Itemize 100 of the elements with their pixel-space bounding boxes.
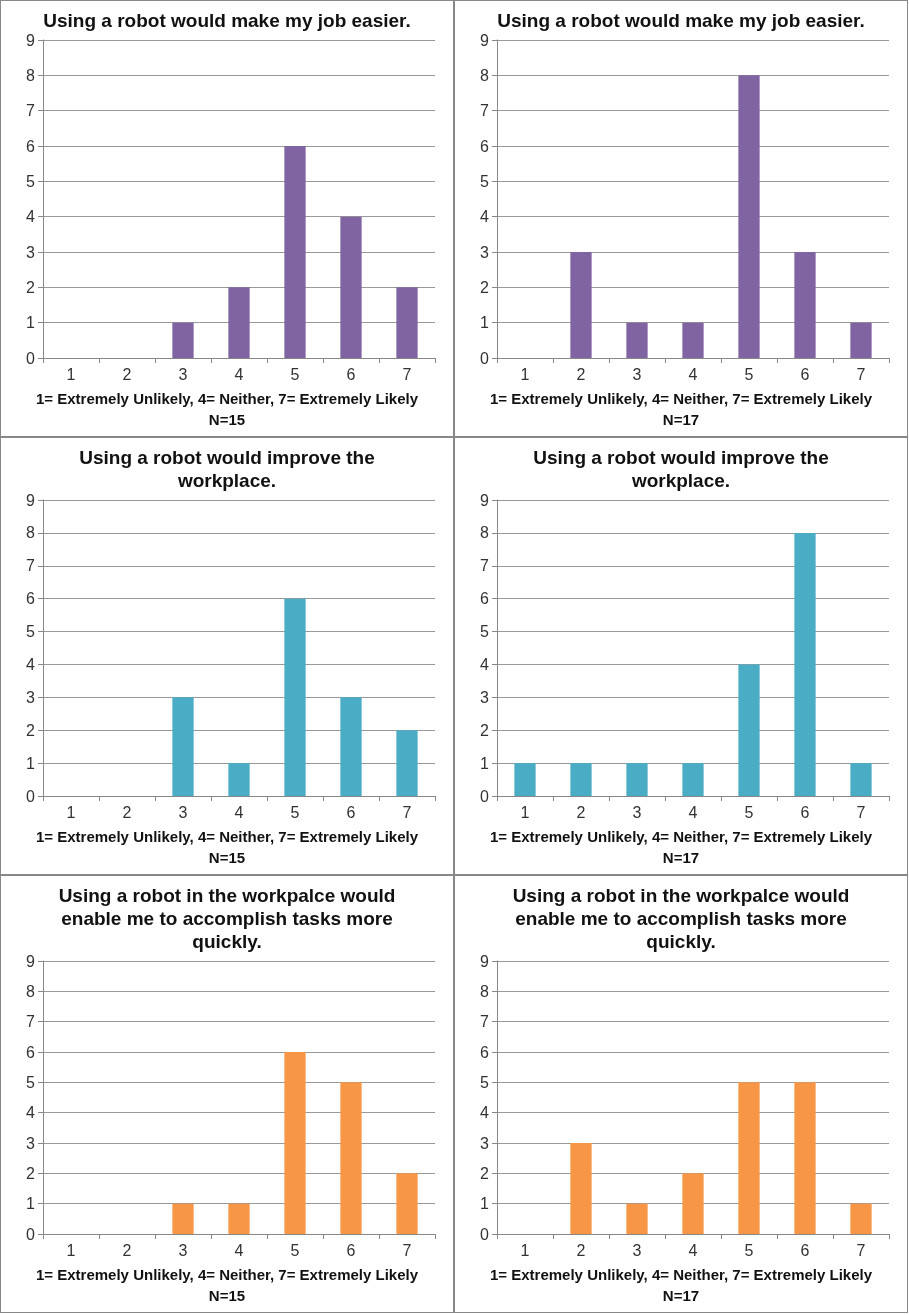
x-tick-label: 5 — [744, 1241, 754, 1259]
y-tick-label: 5 — [480, 172, 490, 190]
y-tick-label: 2 — [480, 278, 490, 296]
y-tick-label: 7 — [480, 1013, 490, 1031]
chart-title: Using a robot would improve the workplace. — [78, 446, 376, 492]
text: N=17 — [661, 1286, 701, 1306]
x-tick-label: 3 — [632, 365, 642, 383]
x-tick-label: 3 — [632, 803, 642, 821]
chart-title: Using a robot in the workpalce would enable me to accomplish tasks more quickly. — [57, 884, 397, 953]
x-tick-label: 4 — [688, 803, 698, 821]
x-tick-label: 2 — [576, 1241, 586, 1259]
y-tick-label: 2 — [26, 721, 36, 739]
x-tick-label: 5 — [744, 365, 754, 383]
y-tick-label: 6 — [26, 137, 36, 155]
x-tick-label: 4 — [234, 803, 244, 821]
text: N=15 — [207, 1286, 247, 1306]
y-tick-label: 3 — [26, 243, 36, 261]
bar — [570, 763, 592, 796]
x-tick-label: 4 — [688, 365, 698, 383]
bar — [626, 763, 648, 796]
x-tick-label: 3 — [178, 1241, 188, 1259]
y-tick-label: 9 — [480, 31, 490, 49]
bar — [514, 763, 536, 796]
x-tick-label: 5 — [744, 803, 754, 821]
y-tick-label: 1 — [480, 314, 490, 332]
bar — [172, 697, 194, 796]
y-tick-label: 6 — [480, 1043, 490, 1061]
x-tick-label: 1 — [66, 1241, 76, 1259]
y-tick-label: 0 — [26, 787, 36, 805]
y-tick-label: 8 — [26, 524, 36, 542]
bar — [850, 763, 872, 796]
y-tick-label: 4 — [26, 1104, 36, 1122]
y-tick-label: 6 — [480, 137, 490, 155]
y-tick-label: 2 — [26, 278, 36, 296]
y-tick-label: 8 — [480, 982, 490, 1000]
text: N=17 — [661, 410, 701, 430]
bar — [794, 252, 816, 358]
y-tick-label: 5 — [26, 623, 36, 641]
x-tick-label: 6 — [346, 1241, 356, 1259]
bar — [850, 1203, 872, 1234]
bar — [626, 1203, 648, 1234]
x-tick-label: 4 — [234, 1241, 244, 1259]
bar — [172, 322, 194, 358]
bar — [284, 146, 306, 358]
x-axis-title: 1= Extremely Unlikely, 4= Neither, 7= Extremely Likely — [35, 827, 419, 847]
text: N=17 — [661, 848, 701, 868]
y-tick-label: 1 — [480, 754, 490, 772]
y-tick-label: 5 — [26, 1073, 36, 1091]
bar — [284, 598, 306, 796]
x-axis-title: 1= Extremely Unlikely, 4= Neither, 7= Extremely Likely — [35, 389, 419, 409]
bar — [682, 763, 704, 796]
chart-title: Using a robot would make my job easier. — [42, 9, 412, 32]
y-tick-label: 6 — [480, 590, 490, 608]
y-tick-label: 7 — [26, 1013, 36, 1031]
y-tick-label: 7 — [26, 102, 36, 120]
x-tick-label: 3 — [632, 1241, 642, 1259]
x-tick-label: 7 — [856, 803, 866, 821]
x-tick-label: 1 — [520, 1241, 530, 1259]
y-tick-label: 7 — [480, 102, 490, 120]
bar — [396, 730, 418, 796]
y-tick-label: 9 — [26, 31, 36, 49]
y-tick-label: 7 — [26, 557, 36, 575]
x-tick-label: 7 — [856, 365, 866, 383]
x-tick-label: 2 — [122, 1241, 132, 1259]
x-tick-label: 5 — [290, 1241, 300, 1259]
y-tick-label: 8 — [480, 524, 490, 542]
y-tick-label: 2 — [480, 721, 490, 739]
y-tick-label: 3 — [480, 1134, 490, 1152]
x-tick-label: 6 — [800, 1241, 810, 1259]
bar — [284, 1052, 306, 1234]
x-tick-label: 3 — [178, 365, 188, 383]
y-tick-label: 4 — [480, 1104, 490, 1122]
chart-title: Using a robot would make my job easier. — [496, 9, 866, 32]
y-tick-label: 4 — [26, 655, 36, 673]
y-tick-label: 0 — [480, 1225, 490, 1243]
x-tick-label: 2 — [576, 365, 586, 383]
x-tick-label: 1 — [66, 803, 76, 821]
bar — [850, 322, 872, 358]
y-tick-label: 4 — [480, 655, 490, 673]
bar — [738, 1082, 760, 1234]
y-tick-label: 2 — [480, 1164, 490, 1182]
bar — [340, 216, 362, 358]
x-axis-title: 1= Extremely Unlikely, 4= Neither, 7= Extremely Likely — [489, 389, 873, 409]
y-tick-label: 6 — [26, 1043, 36, 1061]
text: N=15 — [207, 410, 247, 430]
bar — [228, 287, 250, 358]
y-tick-label: 8 — [26, 982, 36, 1000]
y-tick-label: 8 — [480, 66, 490, 84]
bar — [228, 763, 250, 796]
x-tick-label: 6 — [800, 803, 810, 821]
bar — [682, 322, 704, 358]
x-tick-label: 1 — [520, 803, 530, 821]
bar — [794, 1082, 816, 1234]
y-tick-label: 0 — [26, 1225, 36, 1243]
x-tick-label: 6 — [800, 365, 810, 383]
x-tick-label: 1 — [520, 365, 530, 383]
y-tick-label: 1 — [26, 314, 36, 332]
bar — [738, 75, 760, 358]
bar — [570, 252, 592, 358]
x-tick-label: 4 — [688, 1241, 698, 1259]
